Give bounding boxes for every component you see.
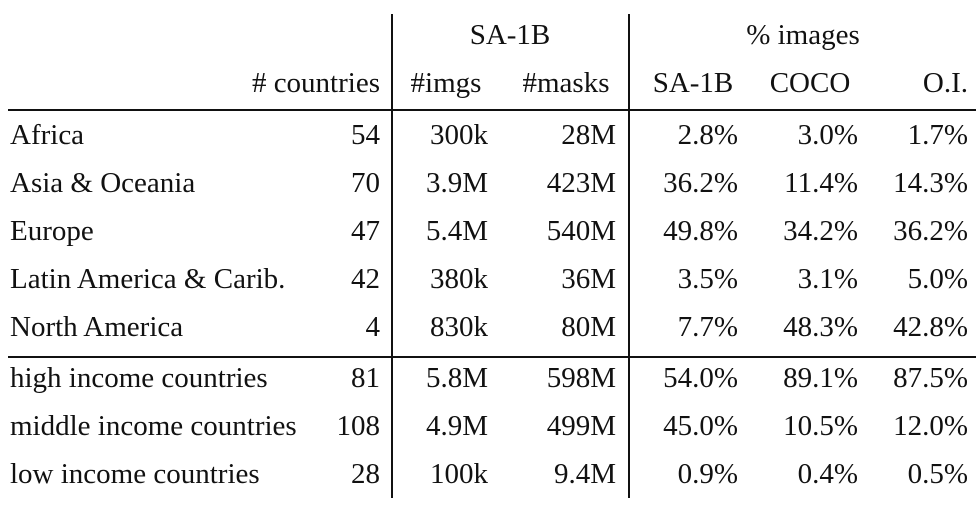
cell-region: high income countries: [10, 362, 268, 394]
cell-coco: 34.2%: [783, 215, 858, 247]
header-sa1b: SA-1B: [652, 67, 734, 99]
group-rule: [8, 356, 976, 358]
column-rule-countries: [391, 14, 393, 498]
cell-countries: 4: [365, 311, 381, 343]
cell-sa1b: 3.5%: [677, 263, 738, 295]
cell-coco: 3.0%: [797, 119, 858, 151]
cell-coco: 0.4%: [797, 458, 858, 490]
header-group-images: % images: [746, 19, 860, 51]
cell-countries: 70: [351, 167, 380, 199]
cell-sa1b: 36.2%: [663, 167, 738, 199]
cell-masks: 540M: [546, 215, 616, 247]
cell-region: Asia & Oceania: [10, 167, 196, 199]
cell-imgs: 5.4M: [425, 215, 488, 247]
cell-oi: 36.2%: [893, 215, 968, 247]
cell-masks: 80M: [561, 311, 616, 343]
cell-region: low income countries: [10, 458, 260, 490]
cell-sa1b: 54.0%: [663, 362, 738, 394]
cell-imgs: 100k: [430, 458, 488, 490]
cell-coco: 3.1%: [797, 263, 858, 295]
cell-imgs: 5.8M: [425, 362, 488, 394]
cell-region: Latin America & Carib.: [10, 263, 286, 295]
cell-region: Africa: [10, 119, 85, 151]
cell-masks: 598M: [546, 362, 616, 394]
header-imgs: #imgs: [410, 67, 482, 99]
cell-region: Europe: [10, 215, 94, 247]
cell-imgs: 830k: [430, 311, 488, 343]
cell-oi: 5.0%: [907, 263, 968, 295]
cell-masks: 36M: [561, 263, 616, 295]
cell-sa1b: 2.8%: [677, 119, 738, 151]
cell-coco: 48.3%: [783, 311, 858, 343]
header-oi: O.I.: [922, 67, 968, 99]
cell-coco: 10.5%: [783, 410, 858, 442]
cell-oi: 0.5%: [907, 458, 968, 490]
cell-countries: 81: [351, 362, 380, 394]
cell-coco: 89.1%: [783, 362, 858, 394]
cell-oi: 42.8%: [893, 311, 968, 343]
cell-sa1b: 0.9%: [677, 458, 738, 490]
header-masks: #masks: [522, 67, 610, 99]
cell-masks: 28M: [561, 119, 616, 151]
cell-imgs: 3.9M: [425, 167, 488, 199]
cell-oi: 1.7%: [907, 119, 968, 151]
cell-countries: 28: [351, 458, 380, 490]
cell-imgs: 4.9M: [425, 410, 488, 442]
header-rule: [8, 109, 976, 111]
cell-coco: 11.4%: [784, 167, 858, 199]
cell-oi: 12.0%: [893, 410, 968, 442]
cell-masks: 499M: [546, 410, 616, 442]
header-coco: COCO: [769, 67, 851, 99]
cell-imgs: 380k: [430, 263, 488, 295]
cell-sa1b: 45.0%: [663, 410, 738, 442]
cell-region: North America: [10, 311, 184, 343]
cell-oi: 87.5%: [893, 362, 968, 394]
cell-imgs: 300k: [430, 119, 488, 151]
column-rule-sa1b: [628, 14, 630, 498]
header-group-sa1b: SA-1B: [469, 19, 551, 51]
cell-region: middle income countries: [10, 410, 297, 442]
cell-masks: 423M: [546, 167, 616, 199]
cell-masks: 9.4M: [553, 458, 616, 490]
cell-countries: 42: [351, 263, 380, 295]
cell-oi: 14.3%: [893, 167, 968, 199]
cell-countries: 54: [351, 119, 380, 151]
header-countries: # countries: [251, 67, 380, 99]
cell-sa1b: 49.8%: [663, 215, 738, 247]
cell-sa1b: 7.7%: [677, 311, 738, 343]
cell-countries: 47: [351, 215, 380, 247]
cell-countries: 108: [336, 410, 381, 442]
